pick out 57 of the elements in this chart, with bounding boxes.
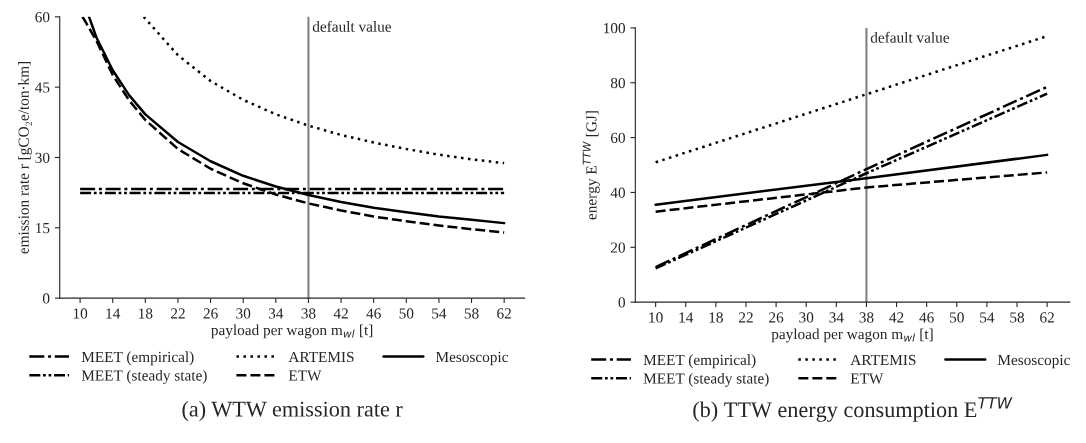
y-tick-label: 60 [610,132,626,144]
y-tick-label: 0 [42,293,50,304]
x-tick-label: 22 [171,308,185,319]
y-tick-label: 20 [610,242,626,253]
x-tick-label: 10 [649,312,663,323]
x-axis-title: payload per wagon m$_{wl}$ [t] [211,324,373,339]
y-axis-title: emission rate r [gCO₂e/ton·km] [18,61,32,254]
x-tick-label: 50 [399,308,414,319]
x-tick-label: 26 [203,308,218,319]
x-tick-label: 18 [709,312,723,323]
legend-label: ARTEMIS [850,354,916,366]
legend-label: ETW [850,373,884,384]
x-tick-label: 46 [366,308,381,319]
y-tick-label: 45 [35,82,50,93]
x-tick-label: 54 [432,308,447,319]
ref-line-label: default value [870,31,950,43]
x-axis-title: payload per wagon m$_{wl}$ [t] [771,328,933,343]
legend-label: MEET (steady state) [81,369,207,384]
x-tick-label: 26 [769,312,784,323]
y-tick-label: 0 [618,297,626,308]
x-tick-label: 58 [464,308,479,319]
x-tick-label: 46 [919,312,934,323]
x-tick-label: 30 [236,308,251,319]
y-tick-label: 15 [36,223,50,234]
y-tick-label: 80 [610,77,626,89]
legend-label: MEET (empirical) [81,351,194,366]
x-tick-label: 14 [679,312,694,323]
ref-line-label: default value [312,20,392,32]
legend-label: Mesoscopic [997,354,1070,369]
y-tick-label: 100 [604,23,626,34]
x-tick-label: 42 [889,312,904,323]
x-tick-label: 42 [333,308,348,319]
y-axis-title: energy E$^{TTW}$ [GJ] [582,111,600,220]
x-tick-label: 30 [799,312,814,323]
x-tick-label: 38 [301,308,316,319]
x-tick-label: 10 [73,308,88,319]
x-tick-label: 14 [106,308,121,319]
x-tick-label: 18 [139,308,153,319]
x-tick-label: 58 [1010,312,1025,323]
y-tick-label: 40 [610,187,626,198]
legend-label: ARTEMIS [288,351,354,363]
legend-label: MEET (empirical) [643,354,756,369]
text: (a) WTW emission rate r [182,400,403,422]
legend-label: Mesoscopic [435,351,508,366]
legend-label: MEET (steady state) [643,372,769,387]
x-tick-label: 50 [950,312,964,323]
y-tick-label: 30 [35,152,50,163]
x-tick-label: 34 [829,312,844,323]
x-tick-label: 38 [859,312,874,323]
legend-label: ETW [288,370,322,381]
x-tick-label: 22 [739,312,753,323]
x-tick-label: 62 [497,308,511,319]
x-tick-label: 34 [268,308,284,319]
y-tick-label: 60 [35,11,50,23]
x-tick-label: 54 [980,312,995,323]
x-tick-label: 62 [1040,312,1054,323]
text: (b) TTW energy consumption E$^{TTW}$ [693,397,1013,422]
